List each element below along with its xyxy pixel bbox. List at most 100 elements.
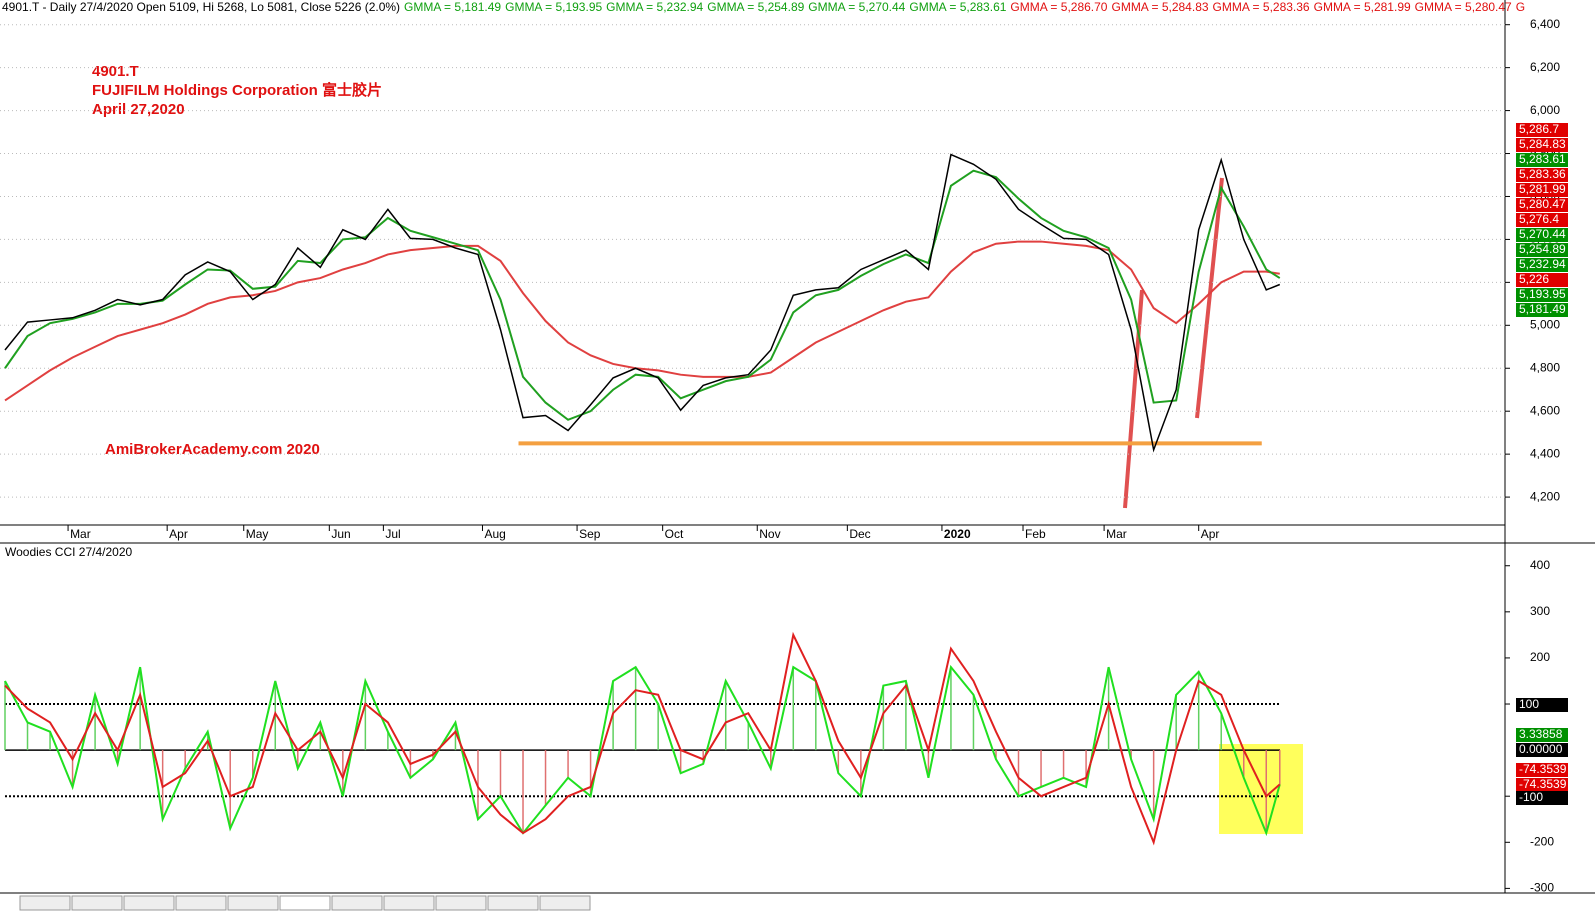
tab[interactable]: [331, 895, 383, 911]
header-item: GMMA = 5,280.47: [1415, 0, 1512, 14]
header-item: GMMA = 5,286.70: [1010, 0, 1107, 14]
tab[interactable]: [383, 895, 435, 911]
price-label: 5,254.89: [1519, 242, 1566, 256]
header-item: GMMA = 5,181.49: [404, 0, 501, 14]
header-item: 4901.T - Daily 27/4/2020 Open 5109, Hi 5…: [2, 0, 400, 14]
value-label: -74.3539: [1519, 777, 1567, 791]
x-tick-label: May: [246, 527, 269, 541]
price-label-box: [1516, 168, 1568, 182]
annotation: AmiBrokerAcademy.com 2020: [105, 441, 320, 458]
y-tick-label: 400: [1530, 558, 1550, 572]
value-label-box: [1516, 698, 1568, 712]
x-tick-label: Apr: [1201, 527, 1220, 541]
price-label-box: [1516, 198, 1568, 212]
y-tick-label: 200: [1530, 650, 1550, 664]
y-tick-label: -200: [1530, 834, 1554, 848]
header-text: 4901.T - Daily 27/4/2020 Open 5109, Hi 5…: [2, 0, 1525, 14]
tab[interactable]: [279, 895, 331, 911]
price-label-box: [1516, 183, 1568, 197]
price-label: 5,270.44: [1519, 227, 1566, 241]
header: 4901.T - Daily 27/4/2020 Open 5109, Hi 5…: [2, 0, 1525, 14]
y-tick-label: 6,400: [1530, 17, 1560, 31]
header-item: GMMA = 5,232.94: [606, 0, 703, 14]
tab[interactable]: [487, 895, 539, 911]
tabs: [19, 895, 591, 911]
price-label-box: [1516, 288, 1568, 302]
x-tick-label: Sep: [579, 527, 601, 541]
annotation: April 27,2020: [92, 101, 185, 118]
y-tick-label: 300: [1530, 604, 1550, 618]
header-item: GMMA = 5,270.44: [808, 0, 905, 14]
header-item: G: [1516, 0, 1525, 14]
tab[interactable]: [227, 895, 279, 911]
y-tick-label: 4,600: [1530, 403, 1560, 417]
trend-line: [1123, 289, 1144, 509]
value-label: -100: [1519, 790, 1543, 804]
value-label: -74.3539: [1519, 762, 1567, 776]
y-tick-label: 4,200: [1530, 489, 1560, 503]
x-tick-label: 2020: [944, 527, 971, 541]
value-label-box: [1516, 728, 1568, 742]
value-label-box: [1516, 763, 1568, 777]
price-label-box: [1516, 303, 1568, 317]
price-label: 5,276.4: [1519, 212, 1559, 226]
price-label-box: [1516, 153, 1568, 167]
x-tick-label: Apr: [169, 527, 188, 541]
tab[interactable]: [435, 895, 487, 911]
x-tick-label: Oct: [665, 527, 684, 541]
price-label: 5,232.94: [1519, 257, 1566, 271]
header-item: GMMA = 5,283.36: [1213, 0, 1310, 14]
series-line: [4, 631, 1281, 846]
x-tick-label: Aug: [484, 527, 505, 541]
value-label-box: [1516, 791, 1568, 805]
price-label: 5,283.61: [1519, 152, 1566, 166]
y-tick-label: 5,000: [1530, 317, 1560, 331]
price-label-box: [1516, 213, 1568, 227]
x-tick-label: Mar: [70, 527, 91, 541]
tab[interactable]: [123, 895, 175, 911]
price-label-box: [1516, 243, 1568, 257]
y-tick-label: -300: [1530, 881, 1554, 895]
x-tick-label: Mar: [1106, 527, 1127, 541]
header-item: GMMA = 5,254.89: [707, 0, 804, 14]
value-label-box: [1516, 778, 1568, 792]
price-label: 5,280.47: [1519, 197, 1566, 211]
y-tick-label: 4,400: [1530, 446, 1560, 460]
price-label-box: [1516, 273, 1568, 287]
x-tick-label: Dec: [849, 527, 870, 541]
annotation: 4901.T: [92, 63, 139, 80]
value-label: 0.00000: [1519, 742, 1563, 756]
price-label: 5,284.83: [1519, 137, 1566, 151]
price-label-box: [1516, 258, 1568, 272]
price-label: 5,286.7: [1519, 122, 1559, 136]
y-tick-label: 6,000: [1530, 103, 1560, 117]
x-tick-label: Nov: [759, 527, 780, 541]
price-label-box: [1516, 138, 1568, 152]
header-item: GMMA = 5,193.95: [505, 0, 602, 14]
tab[interactable]: [71, 895, 123, 911]
price-label: 5,283.36: [1519, 167, 1566, 181]
price-label: 5,281.99: [1519, 182, 1566, 196]
value-label-box: [1516, 743, 1568, 757]
price-label: 5,181.49: [1519, 302, 1566, 316]
tab[interactable]: [19, 895, 71, 911]
series-line: [4, 240, 1280, 402]
tab[interactable]: [175, 895, 227, 911]
x-tick-label: Jun: [331, 527, 350, 541]
x-tick-label: Feb: [1025, 527, 1046, 541]
price-label: 5,193.95: [1519, 287, 1566, 301]
value-label: 3.33858: [1519, 727, 1563, 741]
trend-line: [1195, 177, 1224, 419]
price-label: 5,226: [1519, 272, 1549, 286]
value-label: 100: [1519, 697, 1539, 711]
header-item: GMMA = 5,281.99: [1314, 0, 1411, 14]
x-tick-label: Jul: [385, 527, 400, 541]
tab[interactable]: [539, 895, 591, 911]
panel-title: Woodies CCI 27/4/2020: [5, 545, 133, 559]
y-tick-label: 4,800: [1530, 360, 1560, 374]
series-line: [4, 153, 1281, 453]
series-line: [4, 169, 1281, 421]
price-label-box: [1516, 123, 1568, 137]
